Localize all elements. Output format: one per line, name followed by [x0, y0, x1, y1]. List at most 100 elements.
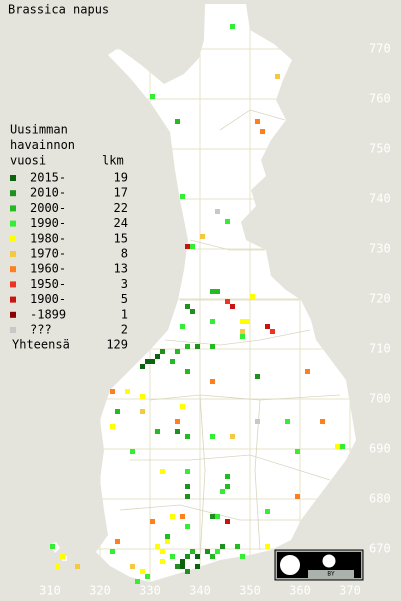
legend-count: 17: [114, 186, 128, 200]
observation-square: [175, 564, 180, 569]
legend-swatch: [10, 220, 16, 227]
observation-square: [75, 564, 80, 569]
observation-square: [285, 419, 290, 424]
legend-swatch: [10, 175, 16, 181]
y-tick-label: 700: [369, 392, 391, 406]
observation-square: [335, 444, 340, 449]
observation-square: [110, 389, 115, 394]
observation-square: [175, 429, 180, 434]
observation-square: [60, 554, 65, 559]
observation-square: [150, 359, 155, 364]
observation-square: [185, 469, 190, 474]
observation-square: [265, 509, 270, 514]
legend-label: 2015-: [30, 171, 66, 185]
license-badge: BY: [274, 549, 364, 581]
legend-count: 19: [114, 171, 128, 185]
observation-square: [210, 344, 215, 349]
observation-square: [205, 549, 210, 554]
observation-square: [180, 514, 185, 519]
observation-square: [190, 244, 195, 249]
observation-square: [185, 434, 190, 439]
observation-square: [110, 424, 115, 429]
total-label: Yhteensä: [12, 338, 70, 352]
observation-square: [210, 379, 215, 384]
legend-label: 1950-: [30, 277, 66, 291]
legend-count: 3: [121, 277, 128, 291]
legend-count: 2: [121, 323, 128, 337]
legend-count: 1: [121, 307, 128, 321]
regions: [119, 109, 341, 561]
observation-square: [55, 564, 60, 569]
observation-square: [160, 559, 165, 564]
observation-square: [185, 369, 190, 374]
observation-square: [210, 514, 215, 519]
observation-square: [130, 449, 135, 454]
observation-square: [240, 319, 245, 324]
observation-square: [175, 119, 180, 124]
x-tick-label: 350: [239, 584, 261, 598]
observation-square: [270, 329, 275, 334]
observation-square: [215, 549, 220, 554]
observation-square: [185, 484, 190, 489]
observation-square: [150, 94, 155, 99]
observation-square: [145, 359, 150, 364]
observation-square: [305, 369, 310, 374]
cc-icon: [278, 553, 302, 577]
observation-square: [125, 389, 130, 394]
x-tick-label: 360: [289, 584, 311, 598]
map-title: Brassica napus: [8, 3, 109, 17]
y-tick-label: 680: [369, 492, 391, 506]
observation-square: [175, 349, 180, 354]
observation-square: [245, 319, 250, 324]
observation-square: [185, 569, 190, 574]
legend-title: vuosi: [10, 154, 46, 168]
x-tick-label: 310: [39, 584, 61, 598]
legend-title: Uusimman: [10, 123, 68, 137]
y-tick-label: 670: [369, 542, 391, 556]
legend-title: havainnon: [10, 138, 75, 152]
legend-label: -1899: [30, 307, 66, 321]
legend-swatch: [10, 190, 16, 197]
legend-swatch: [10, 327, 16, 333]
observation-square: [155, 544, 160, 549]
y-tick-label: 690: [369, 442, 391, 456]
observation-square: [155, 429, 160, 434]
legend-swatch: [10, 251, 16, 257]
observation-square: [110, 549, 115, 554]
x-tick-label: 330: [139, 584, 161, 598]
observation-square: [265, 544, 270, 549]
legend-swatch: [10, 311, 16, 318]
observation-square: [220, 489, 225, 494]
observation-square: [230, 304, 235, 309]
legend-swatch: [10, 235, 16, 242]
observation-square: [185, 244, 190, 249]
observation-square: [215, 514, 220, 519]
y-tick-label: 750: [369, 142, 391, 156]
legend-label: 1960-: [30, 262, 66, 276]
observation-square: [140, 394, 145, 399]
observation-square: [255, 419, 260, 424]
total-value: 129: [106, 338, 128, 352]
observation-square: [180, 324, 185, 329]
observation-square: [220, 544, 225, 549]
y-tick-label: 740: [369, 192, 391, 206]
legend-swatch: [10, 266, 16, 273]
legend-label: 1980-: [30, 231, 66, 245]
observation-square: [210, 554, 215, 559]
legend-label: 2000-: [30, 201, 66, 215]
legend-swatch: [10, 281, 16, 288]
observation-square: [240, 554, 245, 559]
observation-square: [160, 469, 165, 474]
observation-square: [210, 289, 215, 294]
legend-label: 1970-: [30, 247, 66, 261]
observation-square: [195, 554, 200, 559]
observation-square: [50, 544, 55, 549]
legend-count: 24: [114, 216, 128, 230]
observation-square: [230, 434, 235, 439]
observation-square: [265, 324, 270, 329]
observation-square: [170, 554, 175, 559]
observation-square: [185, 344, 190, 349]
observation-square: [140, 569, 145, 574]
